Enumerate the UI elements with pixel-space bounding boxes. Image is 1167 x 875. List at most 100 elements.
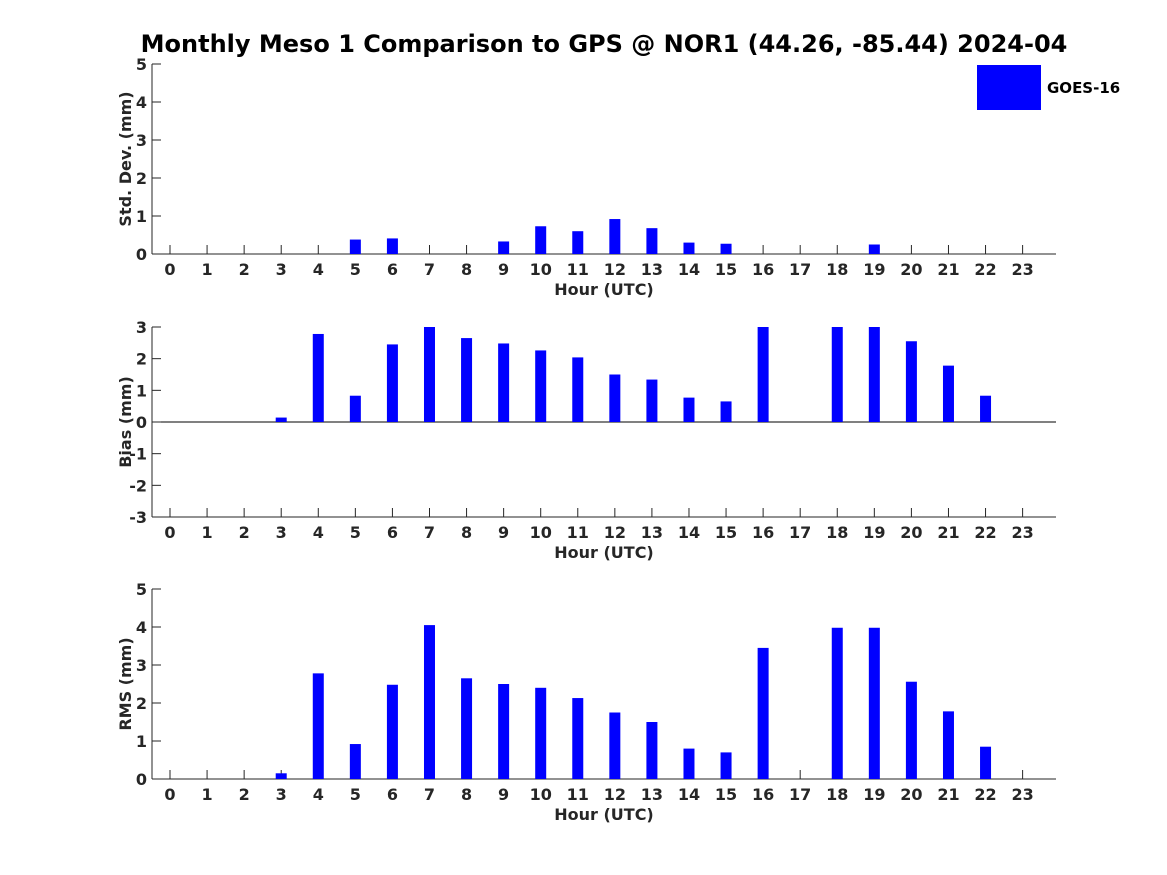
y-axis-label: RMS (mm) [116,637,135,730]
x-tick-label: 15 [715,260,737,279]
x-tick-label: 3 [276,785,287,804]
x-tick-label: 7 [424,523,435,542]
x-tick-label: 7 [424,260,435,279]
y-axis-label: Std. Dev. (mm) [116,91,135,226]
bar-hour-20 [905,341,917,422]
x-tick-label: 10 [530,523,552,542]
y-tick-label: 5 [136,580,147,599]
y-tick-label: -1 [129,445,147,464]
x-tick-label: 1 [201,523,212,542]
x-tick-label: 17 [789,260,811,279]
x-tick-label: 16 [752,785,774,804]
chart-title: Monthly Meso 1 Comparison to GPS @ NOR1 … [141,30,1068,58]
y-tick-label: 1 [136,207,147,226]
x-tick-label: 3 [276,523,287,542]
bar-hour-12 [609,219,621,254]
x-tick-label: 5 [350,523,361,542]
x-tick-label: 19 [863,785,885,804]
legend-swatch [977,65,1041,110]
y-axis-label: Bias (mm) [116,376,135,468]
y-tick-label: 3 [136,318,147,337]
x-tick-label: 9 [498,785,509,804]
x-tick-label: 8 [461,260,472,279]
bar-hour-9 [498,684,510,779]
bar-hour-14 [683,397,695,422]
x-tick-label: 6 [387,785,398,804]
bar-hour-3 [275,417,287,422]
x-tick-label: 2 [239,785,250,804]
bar-hour-10 [535,226,547,254]
x-tick-label: 21 [937,785,959,804]
x-tick-label: 8 [461,523,472,542]
y-tick-label: 0 [136,413,147,432]
bar-hour-16 [757,327,769,422]
bar-hour-5 [349,395,361,422]
bar-hour-15 [720,752,732,779]
bar-hour-18 [831,327,843,422]
x-tick-label: 17 [789,523,811,542]
y-tick-label: -3 [129,508,147,527]
x-tick-label: 14 [678,785,700,804]
bar-hour-14 [683,242,695,254]
bar-hour-7 [423,327,435,422]
y-tick-label: -2 [129,476,147,495]
bar-hour-18 [831,627,843,779]
x-tick-label: 22 [974,523,996,542]
legend: GOES-16 [977,65,1120,110]
bar-hour-19 [868,327,880,422]
bar-hour-19 [868,244,880,254]
bar-hour-13 [646,722,658,779]
bar-hour-9 [498,343,510,422]
bar-hour-11 [572,698,584,779]
x-tick-label: 12 [604,523,626,542]
y-tick-label: 5 [136,55,147,74]
bar-hour-10 [535,350,547,422]
y-tick-label: 1 [136,732,147,751]
x-tick-label: 0 [164,523,175,542]
x-tick-label: 4 [313,785,324,804]
bar-hour-14 [683,748,695,779]
y-tick-label: 0 [136,770,147,789]
x-tick-label: 14 [678,260,700,279]
x-tick-label: 13 [641,260,663,279]
y-tick-label: 2 [136,350,147,369]
x-tick-label: 22 [974,260,996,279]
y-tick-label: 4 [136,618,147,637]
x-axis-label: Hour (UTC) [554,805,654,824]
bar-hour-12 [609,374,621,422]
bar-hour-4 [312,673,324,779]
bar-hour-21 [942,711,954,779]
x-tick-label: 6 [387,523,398,542]
bar-hour-19 [868,627,880,779]
x-tick-label: 11 [567,785,589,804]
x-tick-label: 15 [715,523,737,542]
x-tick-label: 19 [863,260,885,279]
bar-hour-6 [386,238,398,254]
x-tick-label: 10 [530,260,552,279]
bar-hour-4 [312,333,324,422]
bar-hour-8 [461,338,473,422]
x-tick-label: 10 [530,785,552,804]
bar-hour-21 [942,365,954,422]
x-tick-label: 19 [863,523,885,542]
bar-hour-6 [386,344,398,422]
x-tick-label: 6 [387,260,398,279]
x-tick-label: 18 [826,785,848,804]
x-tick-label: 3 [276,260,287,279]
x-tick-label: 20 [900,785,922,804]
x-tick-label: 21 [937,260,959,279]
bar-hour-15 [720,401,732,422]
y-tick-label: 3 [136,131,147,150]
x-tick-label: 5 [350,260,361,279]
bar-hour-13 [646,379,658,422]
x-tick-label: 0 [164,785,175,804]
x-tick-label: 16 [752,260,774,279]
bar-hour-20 [905,681,917,779]
y-tick-label: 3 [136,656,147,675]
x-tick-label: 9 [498,260,509,279]
x-tick-label: 7 [424,785,435,804]
